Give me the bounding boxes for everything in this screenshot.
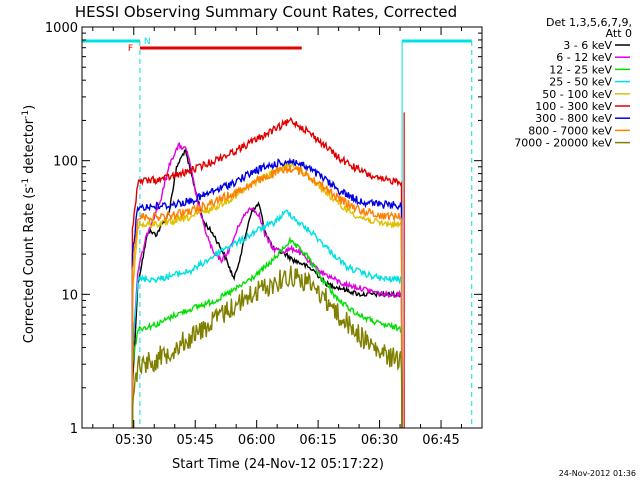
ylabel-sup2: -1 [21,110,31,119]
legend-label-0: 3 - 6 keV [563,39,612,52]
series-line-1 [131,141,403,429]
series-line-5 [131,116,403,429]
legend-header-1: Det 1,3,5,6,7,9, [546,16,632,29]
x-axis-label: Start Time (24-Nov-12 05:17:22) [172,457,384,472]
series-line-3 [131,209,403,429]
ylabel-end: ) [22,105,37,110]
x-tick-label: 05:45 [176,433,213,448]
series-line-4 [131,161,403,429]
legend-label-6: 300 - 800 keV [535,112,612,125]
legend-label-1: 6 - 12 keV [556,51,612,64]
series-line-8 [131,265,403,429]
ylabel-sup1: -1 [21,178,31,187]
y-axis-label: Corrected Count Rate (s-1 detector-1) [21,105,37,343]
series-line-7 [131,165,403,429]
ylabel-main: Corrected Count Rate (s [22,187,37,344]
x-tick-label: 06:00 [238,433,275,448]
legend-header-2: Att 0 [606,27,632,40]
y-tick-label: 10 [61,288,78,303]
svg-text:Corrected Count Rate (s-1 dete: Corrected Count Rate (s-1 detector-1) [21,105,37,343]
x-tick-label: 05:30 [115,433,152,448]
legend-label-2: 12 - 25 keV [549,63,612,76]
y-tick-label: 1 [70,422,78,437]
legend-label-7: 800 - 7000 keV [528,124,612,137]
night-flag-label: N [144,37,151,47]
chart-title: HESSI Observing Summary Count Rates, Cor… [75,3,457,21]
timestamp: 24-Nov-2012 01:36 [559,469,636,478]
axis-layer: 05:30 05:45 06:00 06:15 06:30 06:45 1 10 100 1000 [45,21,483,448]
ylabel-mid: detector [22,118,37,178]
x-tick-label: 06:15 [299,433,336,448]
flare-flag-label: F [128,44,133,54]
legend-label-8: 7000 - 20000 keV [514,137,612,150]
y-tick-label: 100 [53,155,78,170]
series-line-6 [131,157,403,429]
legend-label-4: 50 - 100 keV [542,88,612,101]
series-line-2 [131,236,403,429]
series-layer [131,112,405,429]
y-tick-label: 1000 [45,21,78,36]
plot-frame [81,26,483,429]
x-tick-label: 06:45 [422,433,459,448]
legend-label-5: 100 - 300 keV [535,100,612,113]
legend-label-3: 25 - 50 keV [549,76,612,89]
x-tick-label: 06:30 [361,433,398,448]
